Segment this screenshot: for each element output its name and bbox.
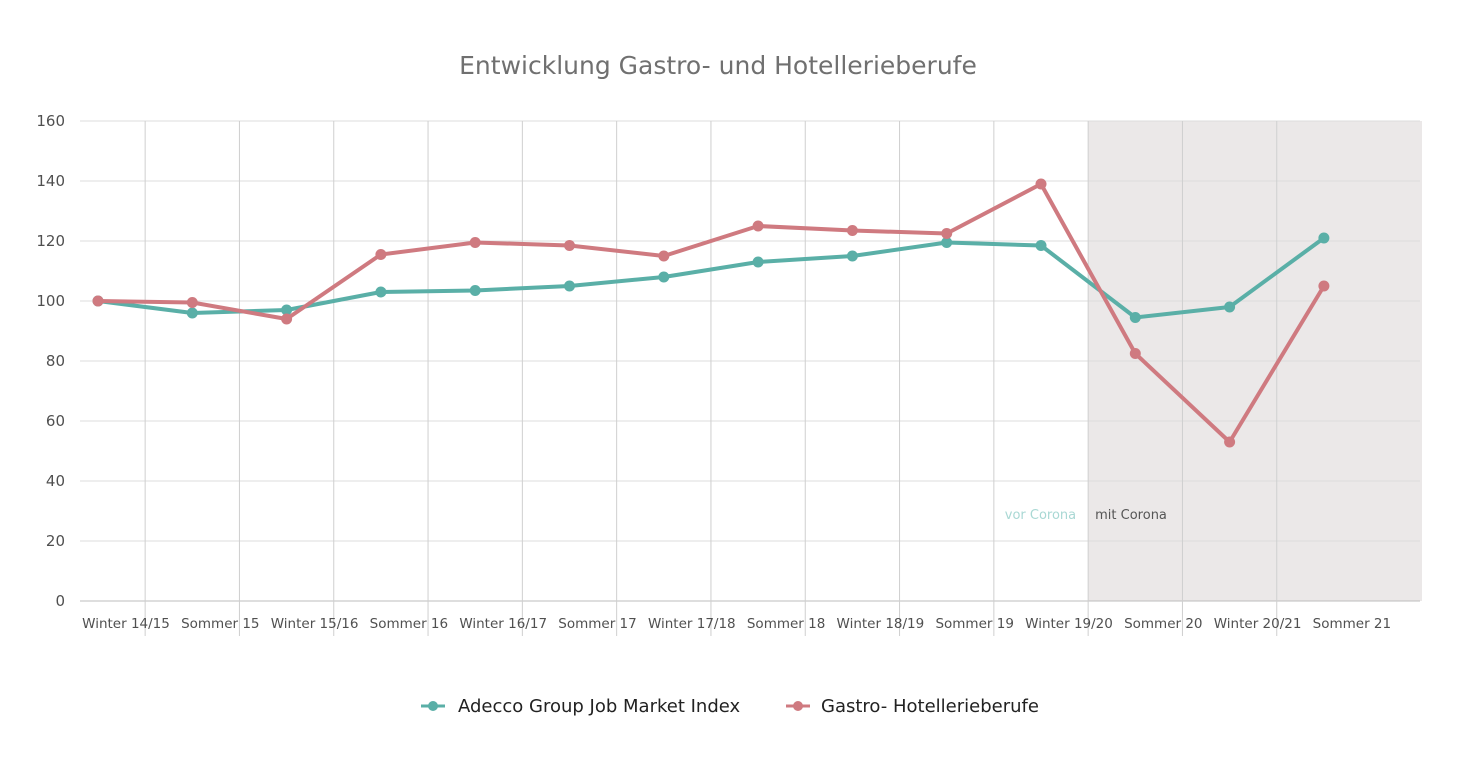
data-point [1035, 240, 1047, 251]
series-lines [92, 178, 1330, 448]
data-point [1035, 178, 1047, 190]
data-point [564, 240, 575, 251]
annotation-mit-corona: mit Corona [1095, 508, 1167, 523]
x-tick-label: Winter 19/20 [1025, 616, 1113, 632]
data-point [186, 307, 198, 319]
data-point [1224, 436, 1236, 448]
y-tick-label: 0 [55, 592, 65, 610]
data-point [941, 237, 953, 248]
annotation-vor-corona: vor Corona [1005, 508, 1076, 523]
data-point [375, 249, 387, 260]
data-point [846, 250, 858, 262]
y-tick-label: 160 [36, 112, 65, 130]
data-point [1129, 348, 1141, 359]
x-tick-label: Winter 14/15 [82, 616, 170, 632]
legend: Adecco Group Job Market Index Gastro- Ho… [421, 696, 1039, 717]
data-point [1129, 312, 1141, 323]
series-line [96, 182, 1326, 444]
data-point [752, 220, 764, 232]
data-point [941, 228, 953, 239]
x-tick-label: Sommer 19 [935, 616, 1013, 632]
chart-title: Entwicklung Gastro- und Hotellerieberufe [459, 51, 977, 80]
x-tick-label: Sommer 16 [370, 616, 448, 632]
x-tick-label: Sommer 15 [181, 616, 259, 632]
data-point [281, 304, 293, 316]
data-point [752, 256, 764, 268]
vertical-gridlines [144, 121, 1278, 636]
data-point [186, 297, 198, 308]
legend-adecco-marker [428, 701, 438, 711]
y-tick-label: 20 [46, 532, 65, 550]
x-tick-label: Winter 18/19 [837, 616, 925, 632]
data-point [1318, 280, 1330, 292]
data-point [281, 313, 293, 325]
x-axis-category-labels: Winter 14/15 Sommer 15 Winter 15/16 Sommer … [82, 616, 1391, 632]
series-1 [92, 178, 1330, 448]
x-tick-label: Sommer 20 [1124, 616, 1202, 632]
x-tick-label: Sommer 18 [747, 616, 825, 632]
y-tick-label: 80 [46, 352, 65, 370]
data-point [375, 286, 387, 298]
data-point [658, 271, 670, 283]
y-tick-label: 140 [36, 172, 65, 190]
data-point [564, 280, 575, 292]
data-point [846, 225, 858, 236]
data-point [469, 237, 481, 248]
x-tick-label: Winter 17/18 [648, 616, 736, 632]
x-tick-label: Winter 16/17 [459, 616, 547, 632]
x-tick-label: Sommer 21 [1313, 616, 1391, 632]
legend-gastro-marker [793, 701, 803, 711]
x-tick-label: Sommer 17 [558, 616, 636, 632]
y-tick-label: 40 [46, 472, 65, 490]
data-point [1318, 232, 1330, 244]
data-point [92, 295, 104, 307]
y-axis-tick-labels: 0 20 40 60 80 100 120 140 160 [36, 112, 65, 610]
x-tick-label: Winter 15/16 [271, 616, 359, 632]
legend-gastro-label: Gastro- Hotellerieberufe [821, 696, 1039, 717]
horizontal-gridlines [80, 120, 1420, 602]
y-tick-label: 60 [46, 412, 65, 430]
data-point [469, 285, 481, 296]
data-point [658, 250, 670, 262]
x-tick-label: Winter 20/21 [1214, 616, 1302, 632]
data-point [1224, 301, 1236, 313]
legend-adecco-label: Adecco Group Job Market Index [458, 696, 741, 717]
y-tick-label: 100 [36, 292, 65, 310]
y-tick-label: 120 [36, 232, 65, 250]
